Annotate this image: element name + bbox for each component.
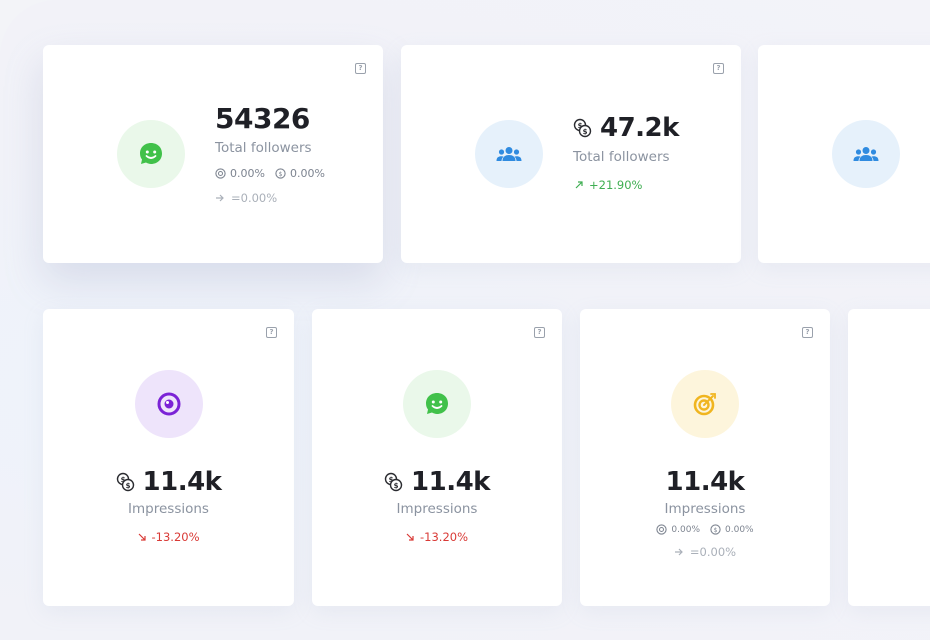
dollar-coin-icon: $ bbox=[275, 168, 286, 179]
followers-value: 47.2k bbox=[600, 113, 679, 143]
followers-card-2[interactable]: ? $ $ 47.2k Total followers +21.90% bbox=[401, 45, 741, 263]
arrow-down-right-icon bbox=[138, 533, 146, 541]
users-icon bbox=[853, 147, 879, 161]
trend-value: -13.20% bbox=[151, 530, 200, 544]
target-icon-circle bbox=[671, 370, 739, 438]
dart-target-icon bbox=[693, 393, 716, 416]
impressions-card-2[interactable]: ? $ $ 11.4k Impressions -13.20% bbox=[312, 309, 562, 606]
coins-icon: $ $ bbox=[573, 118, 592, 138]
help-icon[interactable]: ? bbox=[534, 327, 545, 338]
impressions-label: Impressions bbox=[664, 501, 746, 517]
svg-text:$: $ bbox=[714, 527, 718, 534]
trend-up: +21.90% bbox=[575, 178, 643, 192]
svg-text:$: $ bbox=[279, 171, 283, 178]
stats-row: 0.00% $ 0.00% bbox=[215, 167, 325, 180]
impressions-value: 11.4k bbox=[142, 467, 222, 497]
coin-icon bbox=[656, 524, 668, 535]
impressions-card-1[interactable]: ? $ $ 11.4k Impressions -13.20% bbox=[43, 309, 294, 606]
coins-value-row: $ $ 11.4k bbox=[43, 467, 294, 497]
followers-label: Total followers bbox=[215, 140, 312, 156]
smile-chat-icon bbox=[426, 393, 448, 414]
impressions-label: Impressions bbox=[128, 501, 209, 517]
help-icon[interactable]: ? bbox=[713, 63, 724, 74]
followers-value: 54326 bbox=[215, 102, 310, 135]
trend-value: +21.90% bbox=[589, 178, 643, 192]
help-icon[interactable]: ? bbox=[266, 327, 277, 338]
followers-card-3-partial[interactable] bbox=[758, 45, 930, 263]
impressions-label: Impressions bbox=[396, 501, 478, 517]
coins-icon: $ $ bbox=[116, 472, 134, 492]
impressions-value: 11.4k bbox=[411, 467, 490, 497]
coins-icon: $ $ bbox=[384, 472, 403, 492]
users-icon-circle bbox=[832, 120, 900, 188]
svg-text:$: $ bbox=[125, 482, 130, 490]
impressions-card-3[interactable]: ? 11.4k Impressions 0.00% $ 0.00% =0.00% bbox=[580, 309, 830, 606]
smile-chat-icon bbox=[140, 143, 162, 164]
help-icon[interactable]: ? bbox=[355, 63, 366, 74]
users-icon-circle bbox=[475, 120, 543, 188]
trend-value: -13.20% bbox=[420, 530, 468, 544]
arrow-right-icon bbox=[216, 194, 224, 202]
trend-neutral: =0.00% bbox=[215, 191, 277, 205]
stat-percent-2: 0.00% bbox=[289, 167, 325, 180]
svg-text:$: $ bbox=[578, 122, 583, 130]
arrow-down-right-icon bbox=[406, 533, 414, 541]
trend-down: -13.20% bbox=[312, 530, 562, 544]
chat-icon-circle bbox=[403, 370, 471, 438]
followers-card-1[interactable]: ? 54326 Total followers 0.00% $ 0.00% =0… bbox=[43, 45, 383, 263]
svg-text:$: $ bbox=[394, 482, 399, 490]
trend-neutral: =0.00% bbox=[580, 545, 830, 559]
arrow-up-right-icon bbox=[575, 181, 583, 189]
dollar-coin-icon: $ bbox=[710, 524, 721, 535]
users-icon bbox=[496, 147, 522, 161]
trend-down: -13.20% bbox=[43, 530, 294, 544]
stat-percent-2: 0.00% bbox=[725, 524, 754, 535]
trend-value: =0.00% bbox=[689, 545, 737, 559]
svg-text:$: $ bbox=[583, 128, 588, 136]
impressions-value: 11.4k bbox=[665, 467, 745, 497]
eye-icon-circle bbox=[135, 370, 203, 438]
eye-target-icon bbox=[157, 392, 181, 416]
followers-label: Total followers bbox=[573, 149, 670, 165]
svg-text:$: $ bbox=[120, 476, 125, 484]
stats-row: 0.00% $ 0.00% bbox=[580, 524, 830, 535]
stat-percent-1: 0.00% bbox=[671, 524, 700, 535]
coins-value-row: $ $ 47.2k bbox=[573, 113, 679, 143]
chat-icon-circle bbox=[117, 120, 185, 188]
svg-text:$: $ bbox=[389, 476, 394, 484]
coin-icon bbox=[215, 168, 226, 179]
coins-value-row: $ $ 11.4k bbox=[312, 467, 562, 497]
stat-percent-1: 0.00% bbox=[230, 167, 265, 180]
impressions-card-4-partial[interactable] bbox=[848, 309, 930, 606]
trend-value: =0.00% bbox=[231, 191, 278, 205]
help-icon[interactable]: ? bbox=[802, 327, 813, 338]
arrow-right-icon bbox=[674, 548, 683, 556]
